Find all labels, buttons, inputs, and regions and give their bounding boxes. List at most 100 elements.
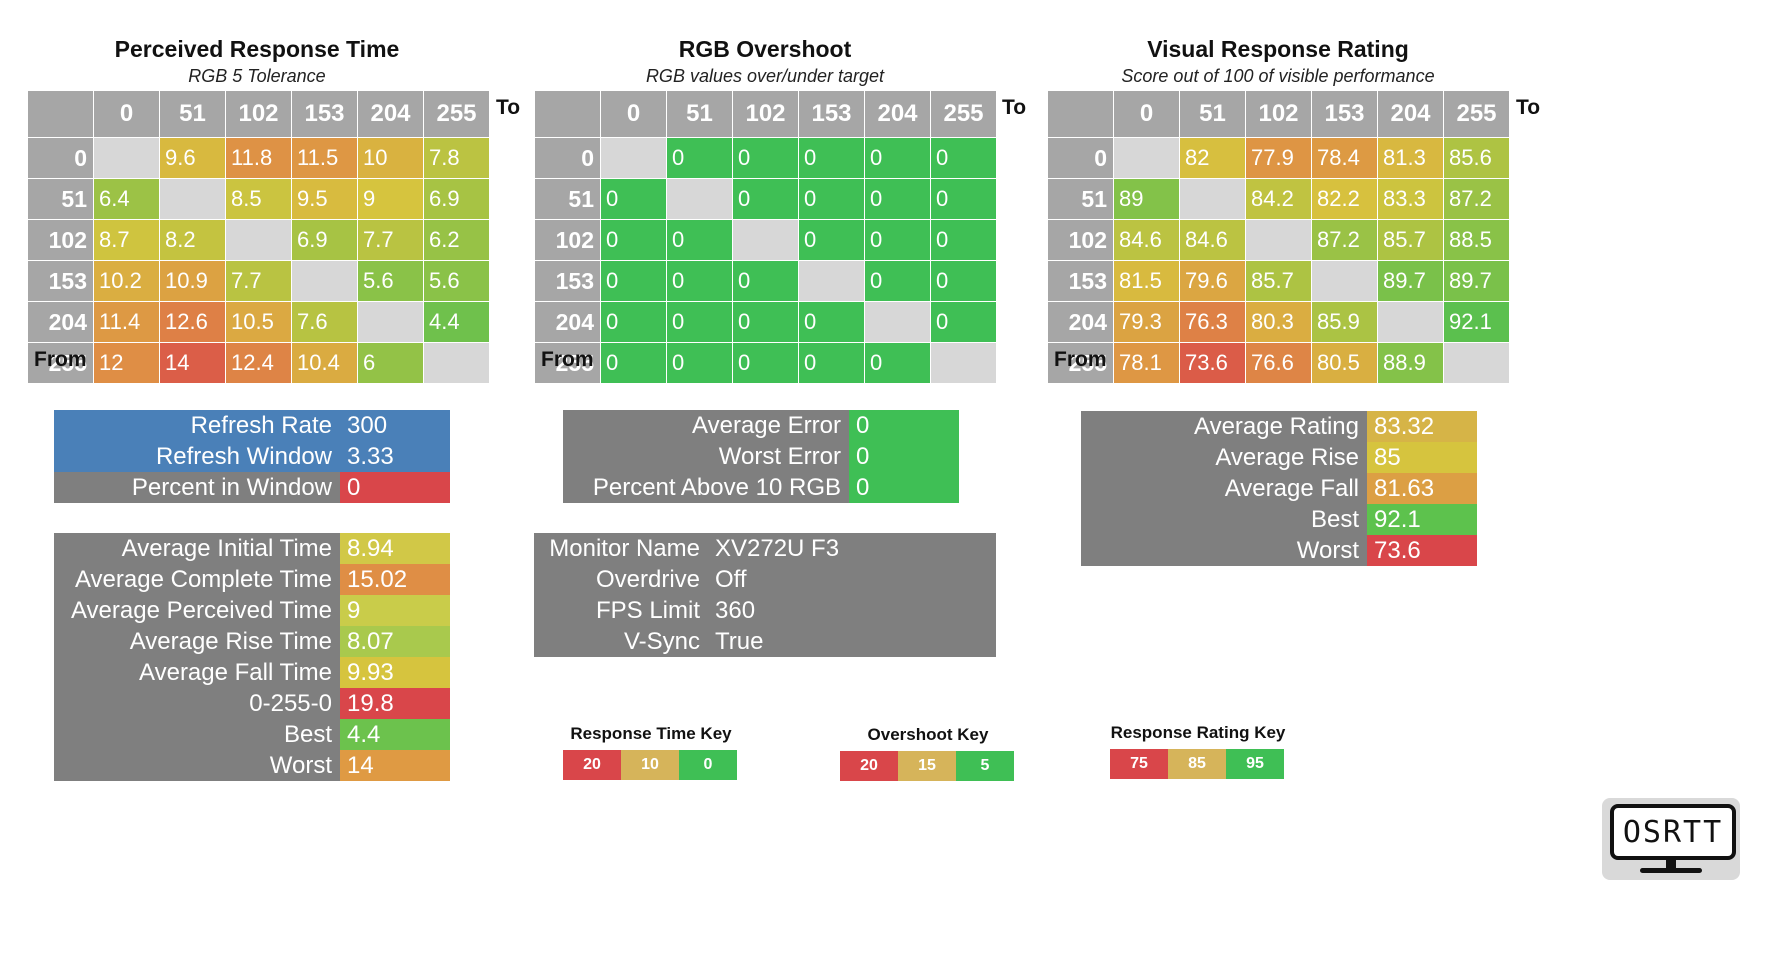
logo-text: OSRTT (1622, 814, 1724, 850)
matrix-cell: 10.5 (225, 301, 292, 343)
time-stats-box: Average Initial Time 8.94 Average Comple… (54, 533, 450, 781)
worst-time-label: Worst (54, 750, 340, 781)
matrix-col-header: 51 (159, 90, 226, 138)
from-label: From (541, 348, 594, 371)
key-swatch-yellow: 85 (1168, 749, 1226, 779)
matrix-cell: 8.7 (93, 219, 160, 261)
matrix-cell: 82.2 (1311, 178, 1378, 220)
matrix-cell: 12.4 (225, 342, 292, 384)
matrix-cell: 0 (666, 342, 733, 384)
matrix-cell: 0 (666, 260, 733, 302)
matrix-cell: 10.4 (291, 342, 358, 384)
matrix-corner (27, 90, 94, 138)
matrix-cell: 4.4 (423, 301, 490, 343)
rating-matrix: 0 51 102 153 204 255 0 82 77.9 78.4 81.3 85.6 51 89 84… (1047, 90, 1510, 384)
matrix-cell: 10 (357, 137, 424, 179)
matrix-row-header: 255 (27, 342, 94, 384)
matrix-row-header: 102 (27, 219, 94, 261)
matrix-cell: 76.3 (1179, 301, 1246, 343)
matrix-cell: 0 (864, 260, 931, 302)
matrix-cell: 11.5 (291, 137, 358, 179)
refresh-rate-label: Refresh Rate (54, 410, 340, 441)
key-swatch-red: 20 (563, 750, 621, 780)
matrix-cell: 0 (798, 178, 865, 220)
matrix-col-header: 153 (798, 90, 865, 138)
overshoot-matrix: 0 51 102 153 204 255 0 0 0 0 0 0 51 0 0 0 0 0 102 0 0 0 0 0 153 0… (534, 90, 997, 384)
matrix-cell: 0 (732, 260, 799, 302)
full-transition-value: 19.8 (340, 688, 450, 719)
fps-limit-label: FPS Limit (595, 596, 700, 624)
matrix-cell: 0 (600, 260, 667, 302)
matrix-cell: 14 (159, 342, 226, 384)
matrix-cell: 0 (666, 301, 733, 343)
matrix-cell-empty (798, 260, 865, 302)
matrix-col-header: 153 (291, 90, 358, 138)
matrix-cell-empty (1311, 260, 1378, 302)
key-swatch-red: 75 (1110, 749, 1168, 779)
response-rating-key-title: Response Rating Key (1110, 723, 1286, 742)
matrix-cell: 7.6 (291, 301, 358, 343)
matrix-cell: 0 (798, 301, 865, 343)
rating-subtitle: Score out of 100 of visible performance (1121, 66, 1435, 86)
matrix-cell: 0 (930, 301, 997, 343)
from-label: From (1054, 348, 1107, 371)
pct-above-label: Percent Above 10 RGB (563, 472, 849, 503)
perceived-response-matrix: 0 51 102 153 204 255 0 9.6 11.8 11.5 10 7.8 51 6.4 8.5… (27, 90, 490, 384)
matrix-row-header: 204 (27, 301, 94, 343)
avg-initial-label: Average Initial Time (54, 533, 340, 564)
to-label: To (1002, 96, 1027, 119)
matrix-cell: 6.2 (423, 219, 490, 261)
matrix-row-header: 153 (534, 260, 601, 302)
matrix-cell: 80.3 (1245, 301, 1312, 343)
matrix-row-header: 0 (1047, 137, 1114, 179)
matrix-cell: 10.9 (159, 260, 226, 302)
matrix-cell: 88.9 (1377, 342, 1444, 384)
matrix-cell-empty (1377, 301, 1444, 343)
key-swatch-green: 0 (679, 750, 737, 780)
matrix-col-header: 255 (930, 90, 997, 138)
matrix-col-header: 102 (1245, 90, 1312, 138)
matrix-cell-empty (1179, 178, 1246, 220)
overshoot-title: RGB Overshoot (678, 36, 852, 62)
worst-rating-label: Worst (1081, 535, 1367, 566)
matrix-row-header: 0 (27, 137, 94, 179)
refresh-window-value: 3.33 (340, 441, 450, 472)
worst-error-label: Worst Error (563, 441, 849, 472)
matrix-cell: 0 (930, 137, 997, 179)
matrix-cell: 8.5 (225, 178, 292, 220)
osrtt-logo: OSRTT (1602, 798, 1740, 880)
matrix-cell: 0 (930, 260, 997, 302)
overshoot-error-box: Average Error 0 Worst Error 0 Percent Ab… (563, 410, 959, 503)
avg-fall-rating-value: 81.63 (1367, 473, 1477, 504)
matrix-cell: 0 (732, 178, 799, 220)
matrix-cell: 88.5 (1443, 219, 1510, 261)
matrix-cell: 5.6 (423, 260, 490, 302)
matrix-row-header: 255 (1047, 342, 1114, 384)
avg-fall-value: 9.93 (340, 657, 450, 688)
matrix-cell: 81.3 (1377, 137, 1444, 179)
matrix-cell: 0 (798, 342, 865, 384)
matrix-cell: 76.6 (1245, 342, 1312, 384)
matrix-cell: 85.7 (1377, 219, 1444, 261)
matrix-cell: 82 (1179, 137, 1246, 179)
matrix-cell: 6 (357, 342, 424, 384)
matrix-cell: 8.2 (159, 219, 226, 261)
matrix-col-header: 102 (732, 90, 799, 138)
monitor-name-value: XV272U F3 (715, 534, 840, 562)
matrix-row-header: 153 (1047, 260, 1114, 302)
avg-rise-label: Average Rise Time (54, 626, 340, 657)
overdrive-label: Overdrive (595, 565, 700, 593)
matrix-cell: 7.7 (225, 260, 292, 302)
matrix-cell: 80.5 (1311, 342, 1378, 384)
matrix-cell: 0 (600, 342, 667, 384)
matrix-cell: 0 (732, 342, 799, 384)
matrix-cell-empty (225, 219, 292, 261)
matrix-corner (534, 90, 601, 138)
matrix-cell: 0 (864, 219, 931, 261)
avg-rating-label: Average Rating (1081, 411, 1367, 442)
key-swatch-yellow: 10 (621, 750, 679, 780)
matrix-cell: 78.1 (1113, 342, 1180, 384)
overshoot-subtitle: RGB values over/under target (645, 66, 885, 86)
percent-in-window-value: 0 (340, 472, 450, 503)
matrix-cell-empty (1245, 219, 1312, 261)
